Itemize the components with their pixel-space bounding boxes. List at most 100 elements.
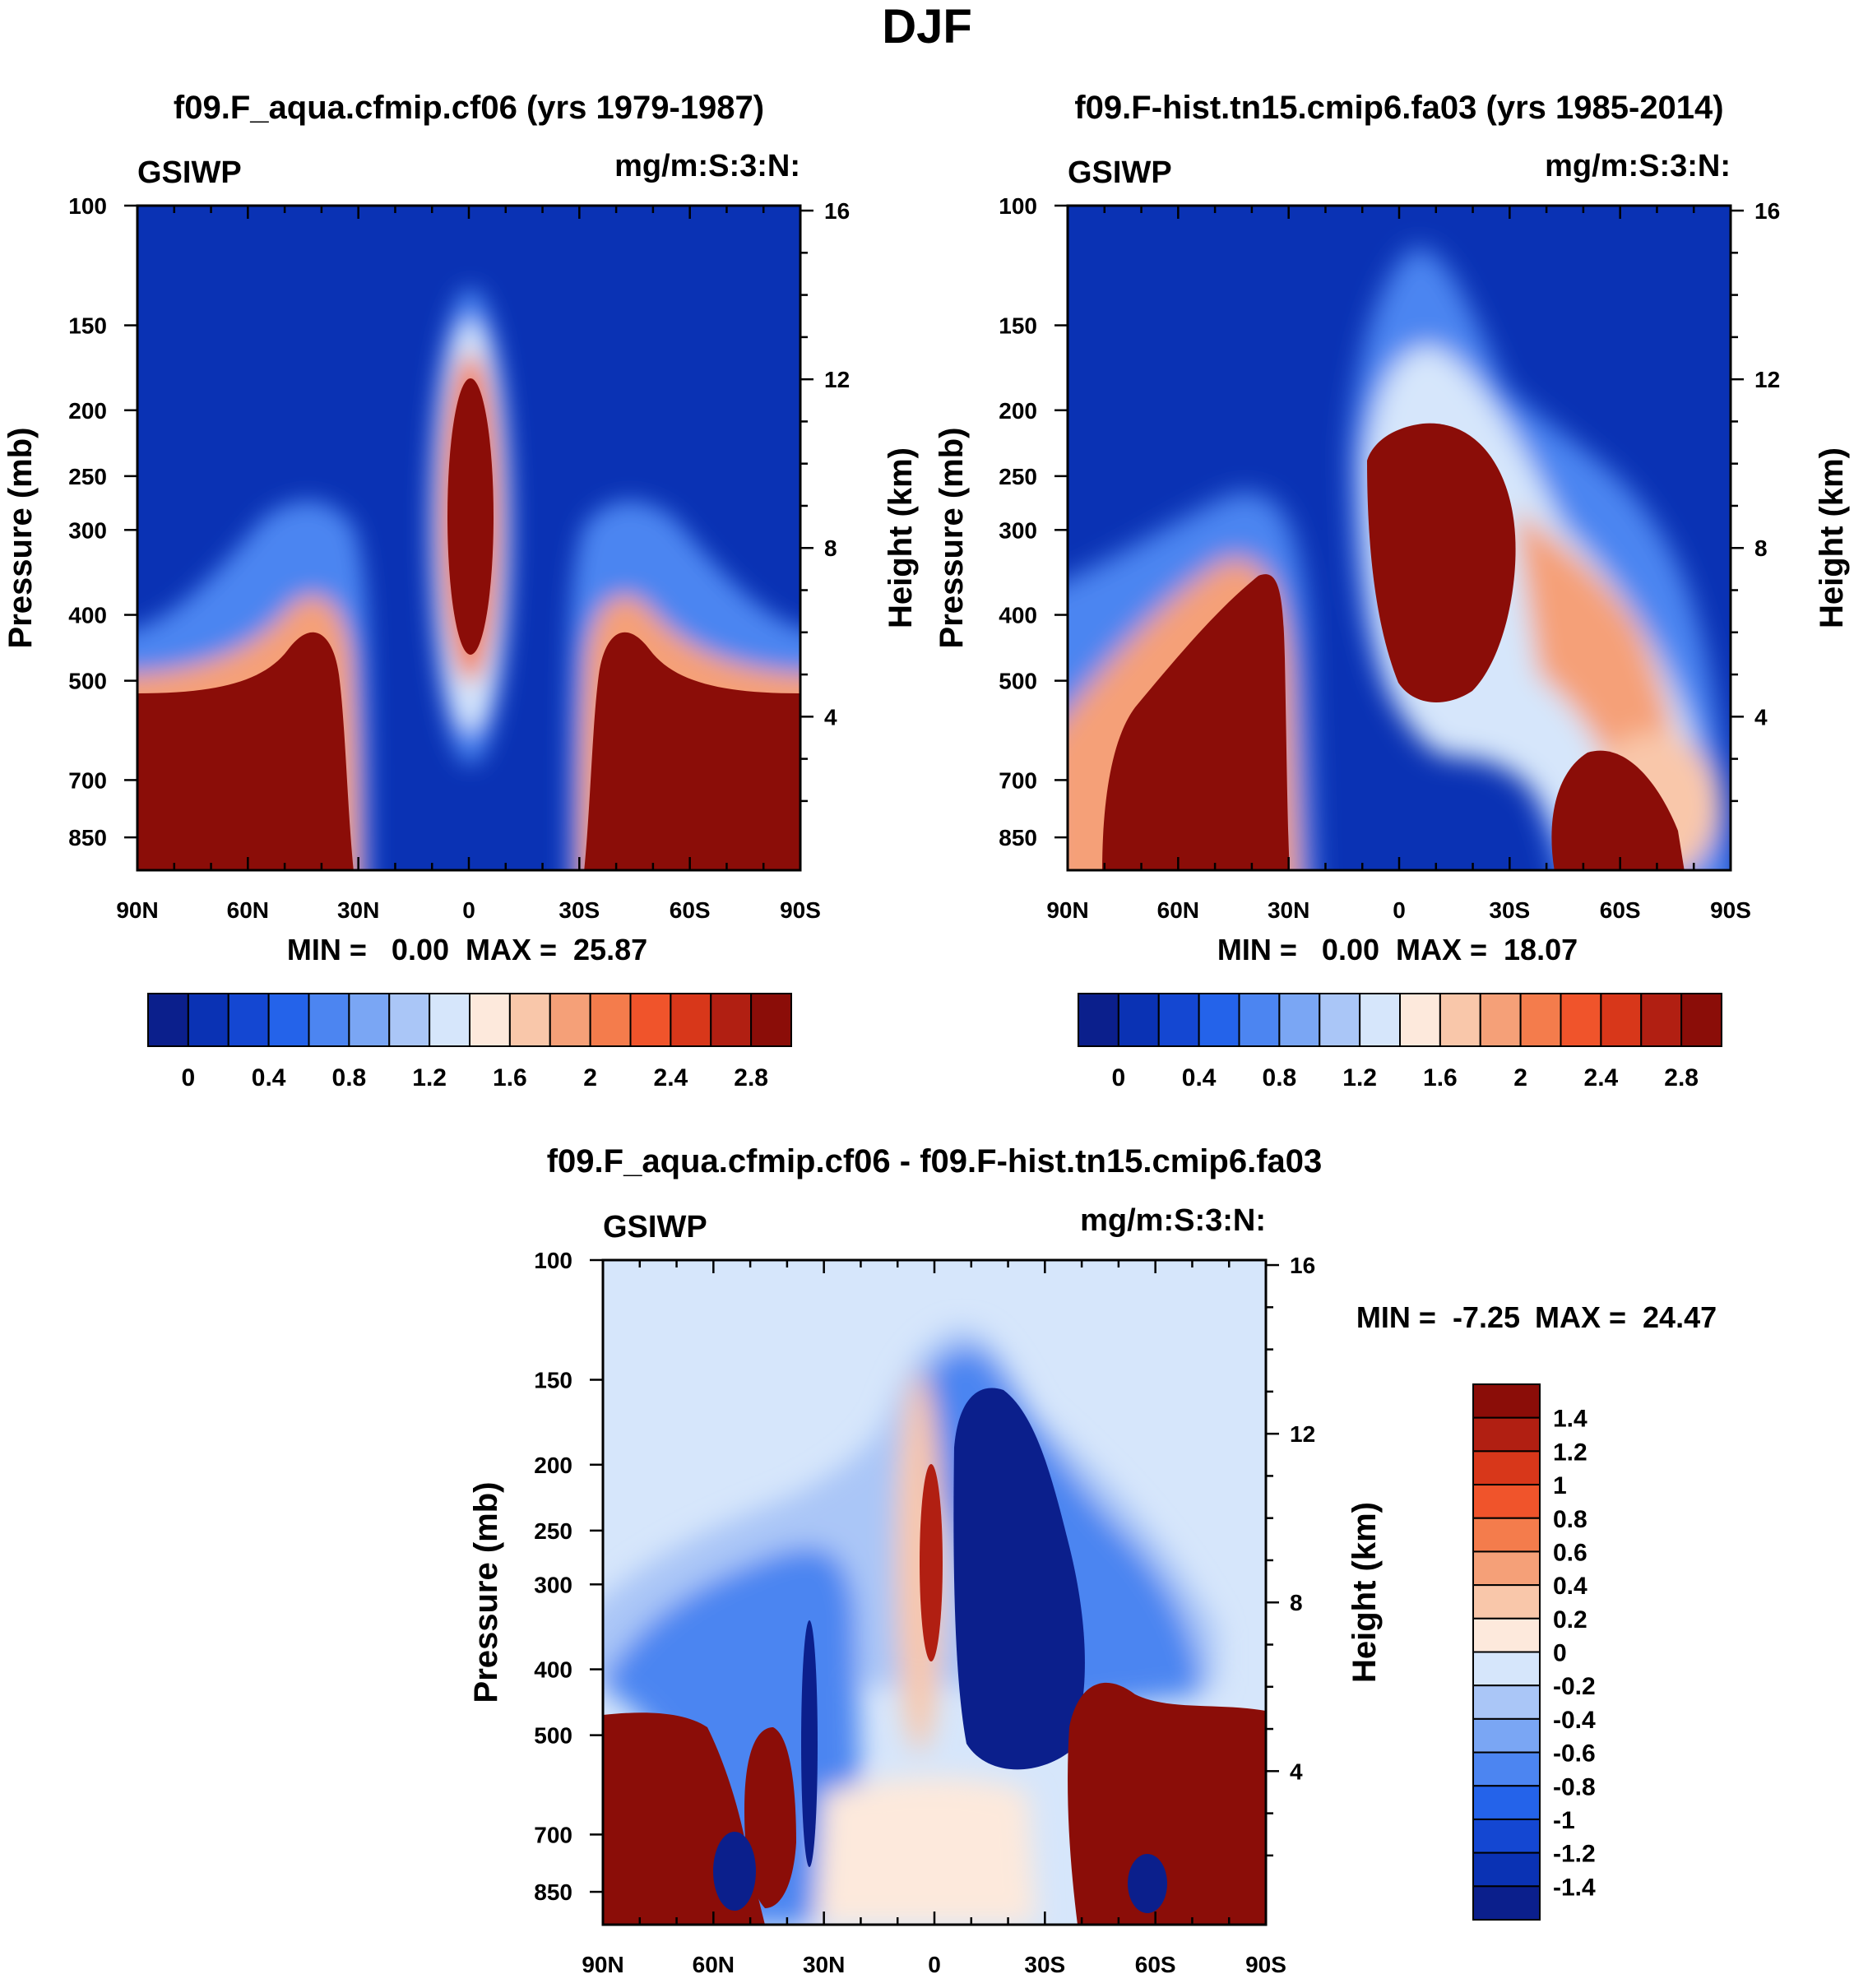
upper-max-core [1367, 423, 1516, 702]
colorbar-label: 0 [1112, 1064, 1126, 1091]
y2-tick-label: 12 [824, 367, 850, 392]
units-label: mg/m:S:3:N: [1545, 149, 1731, 183]
colorbar-box [1640, 993, 1683, 1047]
colorbar-label: 0.8 [332, 1064, 367, 1091]
y2-axis-label: Height (km) [1346, 1502, 1383, 1683]
panel-title: f09.F_aqua.cfmip.cf06 (yrs 1979-1987) [174, 90, 764, 126]
colorbar-box [1472, 1651, 1541, 1687]
colorbar-box [589, 993, 632, 1047]
colorbar-box [267, 993, 310, 1047]
colorbar: 1.4 1.2 1 0.8 0.6 0.4 0.2 0 -0.2 -0.4 -0.6 -0.8 -1 -1… [1472, 1383, 1596, 1921]
panel-control: f09.F_aqua.cfmip.cf06 (yrs 1979-1987) GS… [2, 90, 919, 1091]
colorbar-box [348, 993, 391, 1047]
colorbar-box [388, 993, 431, 1047]
y2-tick-label: 12 [1754, 367, 1780, 392]
y-tick-label: 500 [68, 669, 107, 694]
units-label: mg/m:S:3:N: [614, 149, 800, 183]
y-tick-label: 200 [534, 1453, 572, 1478]
y2-tick-label: 8 [824, 535, 837, 561]
y2-tick-label: 8 [1290, 1590, 1303, 1615]
y2-tick-label: 12 [1290, 1421, 1315, 1447]
colorbar-box [1472, 1584, 1541, 1620]
colorbar-box [549, 993, 591, 1047]
y2-axis: 16 12 8 4 [1266, 1253, 1315, 1857]
min-label: MIN = -7.25 [1356, 1300, 1520, 1334]
colorbar-label: 0.8 [1263, 1064, 1297, 1091]
y-axis-label: Pressure (mb) [2, 428, 39, 649]
colorbar-box [1359, 993, 1401, 1047]
y-tick-label: 500 [999, 669, 1037, 694]
y2-tick-label: 4 [1754, 704, 1768, 730]
y-tick-label: 100 [534, 1248, 572, 1273]
figure-title: DJF [882, 0, 972, 53]
y-tick-label: 400 [999, 603, 1037, 628]
colorbar-box [1479, 993, 1522, 1047]
y-axis: 100 150 200 250 300 400 500 700 850 [68, 193, 137, 850]
y2-axis-label: Height (km) [883, 447, 919, 628]
colorbar-label: 2.4 [654, 1064, 688, 1091]
x-tick-label: 30S [1489, 897, 1530, 923]
colorbar-box [1157, 993, 1200, 1047]
y-tick-label: 100 [68, 193, 107, 219]
shading-negative-mid [603, 1547, 864, 1925]
min-label: MIN = 0.00 [1217, 933, 1379, 966]
y-tick-label: 200 [999, 398, 1037, 424]
colorbar-label: 1.2 [1553, 1439, 1587, 1466]
y-tick-label: 150 [68, 313, 107, 339]
x-axis: 90N 60N 30N 0 30S 60S 90S [582, 1260, 1286, 1977]
y-tick-label: 250 [534, 1518, 572, 1544]
min-label: MIN = 0.00 [287, 933, 449, 966]
colorbar-box [1278, 993, 1321, 1047]
x-tick-label: 60S [1135, 1952, 1176, 1977]
colorbar-label: 1 [1553, 1472, 1567, 1499]
colorbar-box [1472, 1818, 1541, 1854]
colorbar-box [1472, 1751, 1541, 1787]
sh-negative-core [1128, 1854, 1167, 1913]
shading-surface-positive [814, 1777, 1036, 1925]
colorbar-box [1519, 993, 1562, 1047]
colorbar-label: 2.8 [1664, 1064, 1699, 1091]
x-tick-label: 90S [1710, 897, 1751, 923]
colorbar-label: -0.8 [1553, 1773, 1596, 1800]
colorbar-box [1399, 993, 1441, 1047]
colorbar-label: 0.8 [1553, 1506, 1587, 1533]
nh-max-core [137, 632, 354, 870]
y2-tick-label: 8 [1754, 535, 1768, 561]
colorbar-label: 0 [1553, 1640, 1567, 1667]
contour-field [603, 1260, 1266, 1925]
y-axis: 100 150 200 250 300 400 500 700 850 [534, 1248, 603, 1905]
colorbar-box [1472, 1484, 1541, 1519]
y2-axis-label: Height (km) [1814, 447, 1850, 628]
x-tick-label: 0 [1393, 897, 1406, 923]
y2-tick-label: 16 [824, 198, 850, 224]
colorbar-box [1472, 1550, 1541, 1587]
sh-max-core [584, 632, 800, 870]
tropical-max-core [447, 378, 494, 655]
colorbar-label: -1 [1553, 1807, 1575, 1834]
colorbar-label: 2 [583, 1064, 597, 1091]
x-tick-label: 30N [337, 897, 379, 923]
colorbar-label: 1.2 [1342, 1064, 1377, 1091]
colorbar-box [710, 993, 753, 1047]
x-tick-label: 90S [1245, 1952, 1286, 1977]
colorbar-box [1117, 993, 1160, 1047]
colorbar-box [227, 993, 270, 1047]
colorbar-box [1472, 1851, 1541, 1888]
colorbar-label: 2.4 [1584, 1064, 1619, 1091]
y-tick-label: 500 [534, 1723, 572, 1749]
y-tick-label: 400 [534, 1657, 572, 1683]
colorbar-label: 0.4 [1182, 1064, 1217, 1091]
panel-difference: f09.F_aqua.cfmip.cf06 - f09.F-hist.tn15.… [468, 1143, 1717, 1977]
x-tick-label: 90S [780, 897, 821, 923]
y2-tick-label: 4 [824, 704, 837, 730]
colorbar-label: -1.4 [1553, 1874, 1596, 1901]
contour-field [137, 206, 800, 870]
colorbar-box [1439, 993, 1481, 1047]
colorbar-box [147, 993, 189, 1047]
y2-tick-label: 16 [1290, 1253, 1315, 1278]
colorbar-box [1472, 1684, 1541, 1720]
x-tick-label: 30S [559, 897, 600, 923]
y-tick-label: 700 [999, 767, 1037, 793]
colorbar-label: 1.6 [1423, 1064, 1458, 1091]
colorbar-box [429, 993, 470, 1047]
